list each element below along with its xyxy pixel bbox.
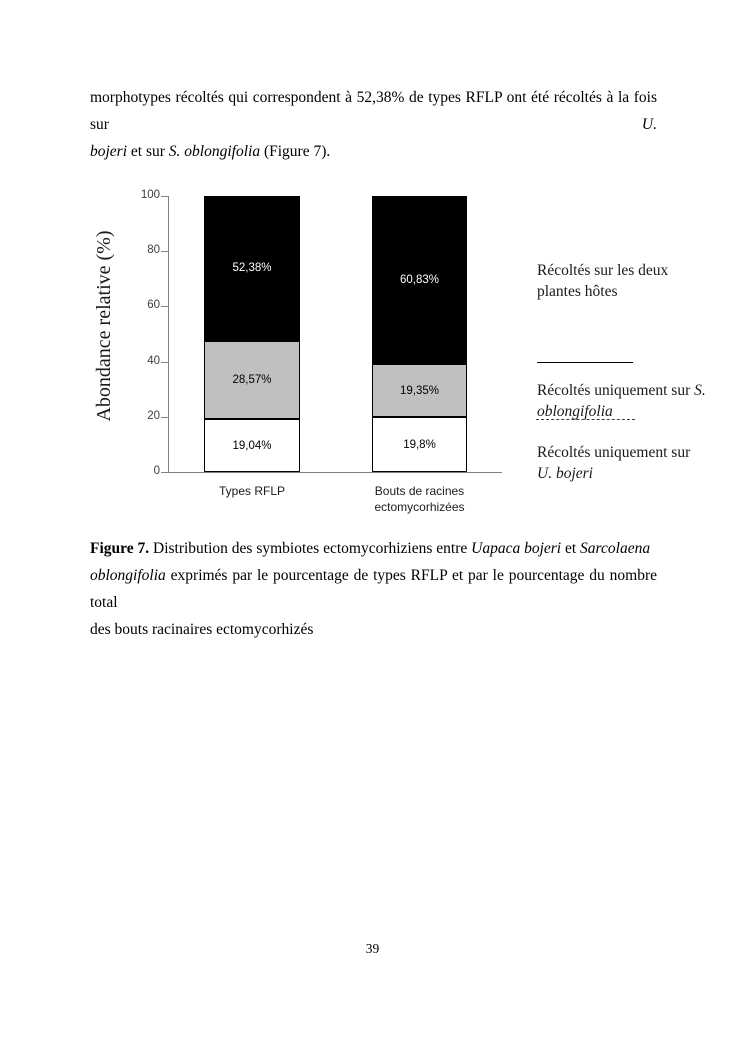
species-name: S.	[694, 382, 706, 399]
legend-text: Récoltés uniquement sur	[537, 382, 695, 399]
caption-text: et	[561, 540, 581, 557]
y-axis-line	[168, 196, 169, 473]
y-tick-mark	[161, 306, 168, 308]
species-name: S. oblongifolia	[168, 143, 261, 160]
y-tick-label: 60	[147, 299, 160, 312]
legend-item-s-oblongifolia: Récoltés uniquement sur S. oblongifolia	[537, 380, 712, 422]
legend-dashed-line	[536, 419, 635, 420]
figure-caption: Figure 7. Distribution des symbiotes ect…	[90, 535, 657, 643]
species-name: Uapaca bojeri	[471, 540, 562, 557]
intro-text: morphotypes récoltés qui correspondent à…	[90, 89, 657, 133]
caption-text: exprimés par le pourcentage de types RFL…	[90, 567, 657, 611]
y-tick-label: 0	[153, 465, 160, 477]
intro-paragraph: morphotypes récoltés qui correspondent à…	[90, 84, 657, 165]
caption-text: Distribution des symbiotes ectomycorhizi…	[149, 540, 472, 557]
x-category-label: Bouts de racines ectomycorhizées	[374, 484, 465, 514]
caption-line-3: des bouts racinaires ectomycorhizés	[90, 616, 657, 643]
y-tick-label: 20	[147, 409, 160, 422]
caption-line-2: oblongifolia exprimés par le pourcentage…	[90, 562, 657, 616]
intro-line-2: bojeri et sur S. oblongifolia (Figure 7)…	[90, 138, 657, 165]
figure-7-chart: Abondance relative (%) 0 20 40 60 80 100 19,0…	[90, 180, 610, 525]
figure-label: Figure 7.	[90, 540, 150, 557]
bar-segment: 52,38%	[204, 196, 300, 341]
bar-segment: 19,8%	[372, 417, 467, 472]
species-name: bojeri	[90, 143, 128, 160]
intro-line-1: morphotypes récoltés qui correspondent à…	[90, 84, 657, 138]
species-name: U. bojeri	[537, 465, 593, 482]
legend-item-u-bojeri: Récoltés uniquement sur U. bojeri	[537, 442, 712, 484]
legend-text: Récoltés sur les deux	[537, 262, 669, 279]
intro-text: (Figure 7).	[260, 143, 331, 160]
bar-segment-label: 60,83%	[399, 273, 439, 286]
bar-segment-label: 19,04%	[232, 439, 272, 452]
bar-segment: 60,83%	[372, 196, 467, 364]
y-tick-label: 40	[147, 354, 160, 367]
species-name: oblongifolia	[537, 403, 613, 420]
y-tick-mark	[161, 196, 168, 197]
page-number: 39	[365, 941, 380, 956]
y-tick-mark	[161, 361, 168, 363]
species-name: U.	[641, 116, 657, 133]
bar-segment: 19,35%	[372, 363, 467, 418]
legend-solid-line	[537, 362, 633, 363]
legend-text: Récoltés uniquement sur	[537, 444, 691, 461]
bar-segment: 28,57%	[204, 340, 300, 420]
bar-segment-label: 28,57%	[232, 374, 272, 387]
bar-segment-label: 52,38%	[232, 262, 272, 275]
bar-segment-label: 19,8%	[403, 438, 436, 451]
y-axis-title: Abondance relative (%)	[93, 230, 115, 422]
caption-line-1: Figure 7. Distribution des symbiotes ect…	[90, 535, 657, 562]
y-tick-mark	[161, 416, 168, 418]
species-name: oblongifolia	[90, 567, 166, 584]
intro-text: et sur	[127, 143, 169, 160]
y-tick-mark	[161, 472, 168, 473]
y-tick-label: 80	[147, 244, 160, 257]
x-axis-line	[168, 472, 502, 473]
legend-text: plantes hôtes	[537, 283, 618, 300]
caption-text: des bouts racinaires ectomycorhizés	[90, 621, 314, 638]
y-tick-label: 100	[140, 189, 160, 201]
x-category-label: Types RFLP	[218, 484, 286, 498]
bar-segment-label: 19,35%	[399, 384, 439, 397]
bar-segment: 19,04%	[204, 419, 300, 472]
legend-item-both-hosts: Récoltés sur les deux plantes hôtes	[537, 260, 687, 302]
y-tick-mark	[161, 251, 168, 253]
species-name: Sarcolaena	[580, 540, 651, 557]
